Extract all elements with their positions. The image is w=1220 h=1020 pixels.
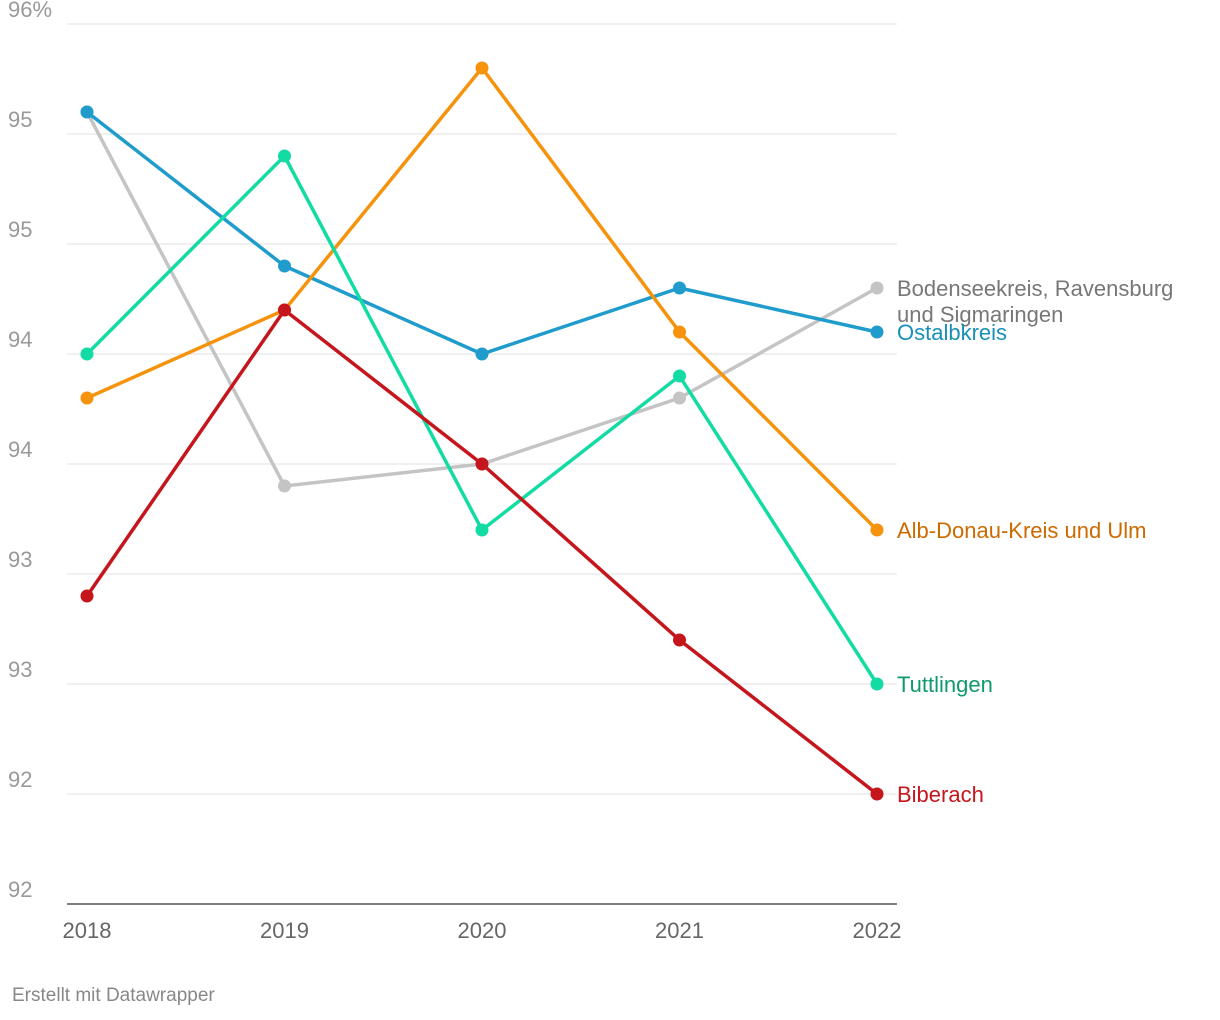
y-tick-label: 92 (8, 877, 32, 902)
series-line (85, 110, 879, 488)
data-point (278, 479, 291, 493)
data-point (80, 589, 94, 603)
series-label: Biberach (897, 782, 984, 807)
data-point (80, 391, 94, 405)
data-point (278, 149, 291, 163)
y-tick-label: 93 (8, 657, 32, 682)
x-axis-ticks: 2018 2019 2020 2021 2022 (63, 918, 902, 943)
data-point (475, 523, 489, 537)
series-label: Alb-Donau-Kreis und Ulm (897, 518, 1146, 543)
y-tick-label: 93 (8, 547, 32, 572)
series-label: Tuttlingen (897, 672, 993, 697)
data-point (673, 391, 686, 405)
y-tick-label: 94 (8, 437, 32, 462)
x-tick-label: 2020 (458, 918, 507, 943)
line-chart: 92 92 93 93 94 94 95 95 96% 2018 2019 2020 2021 2022… (8, 0, 1173, 943)
data-point (80, 105, 94, 119)
footer-credit: Erstellt mit Datawrapper (12, 985, 215, 1006)
y-tick-label: 96% (8, 0, 52, 22)
x-tick-label: 2022 (853, 918, 902, 943)
series-label: Ostalbkreis (897, 320, 1007, 345)
series-line (85, 154, 879, 686)
data-point (870, 677, 884, 691)
data-point (870, 523, 884, 537)
series-label: Bodenseekreis, Ravensburg (897, 276, 1173, 301)
data-point (673, 325, 686, 339)
data-point (278, 303, 291, 317)
series-label: und Sigmaringen (897, 302, 1063, 327)
y-axis-ticks: 92 92 93 93 94 94 95 95 96% (8, 0, 52, 902)
data-point (475, 457, 489, 471)
y-tick-label: 94 (8, 327, 32, 352)
y-tick-label: 95 (8, 217, 32, 242)
data-point (870, 325, 884, 339)
y-tick-label: 92 (8, 767, 32, 792)
data-point (80, 347, 94, 361)
data-point (870, 281, 884, 295)
data-point (475, 61, 489, 75)
data-point (673, 633, 686, 647)
series-line (85, 308, 879, 796)
series-lines (85, 66, 879, 796)
y-tick-label: 95 (8, 107, 32, 132)
x-tick-label: 2019 (260, 918, 309, 943)
data-point (475, 347, 489, 361)
series-points (80, 61, 884, 801)
data-point (673, 281, 686, 295)
x-tick-label: 2018 (63, 918, 112, 943)
data-point (870, 787, 884, 801)
data-point (673, 369, 686, 383)
x-tick-label: 2021 (655, 918, 704, 943)
data-point (278, 259, 291, 273)
